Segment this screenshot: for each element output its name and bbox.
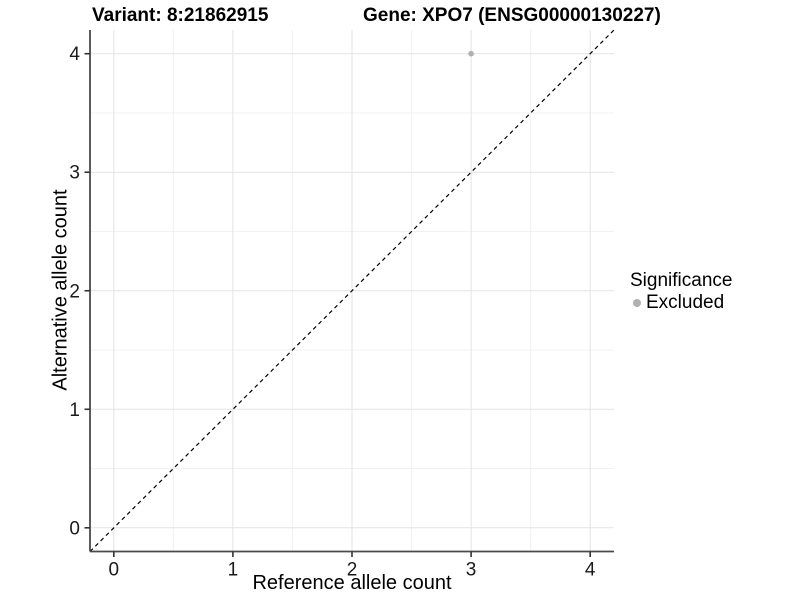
gene-title: Gene: XPO7 (ENSG00000130227) [363, 5, 661, 26]
x-tick-label: 4 [585, 560, 596, 581]
x-tick-label: 2 [347, 560, 358, 581]
legend-item-excluded: Excluded [630, 292, 732, 314]
x-tick-label: 0 [109, 560, 120, 581]
x-tick-label: 3 [466, 560, 477, 581]
y-axis-title: Alternative allele count [49, 189, 72, 391]
y-tick-label: 2 [69, 281, 80, 302]
y-tick-label: 4 [69, 44, 80, 65]
x-tick-label: 1 [228, 560, 239, 581]
variant-title: Variant: 8:21862915 [92, 5, 269, 26]
y-tick-label: 3 [69, 163, 80, 184]
identity-line [89, 29, 615, 552]
legend-item-label: Excluded [646, 292, 725, 313]
data-point-excluded [468, 50, 474, 57]
excluded-point-icon [633, 299, 641, 307]
y-tick-label: 0 [69, 518, 80, 539]
legend: Significance Excluded [630, 270, 732, 314]
y-tick-label: 1 [69, 400, 80, 421]
legend-title: Significance [630, 270, 733, 291]
x-axis-title: Reference allele count [252, 572, 452, 594]
